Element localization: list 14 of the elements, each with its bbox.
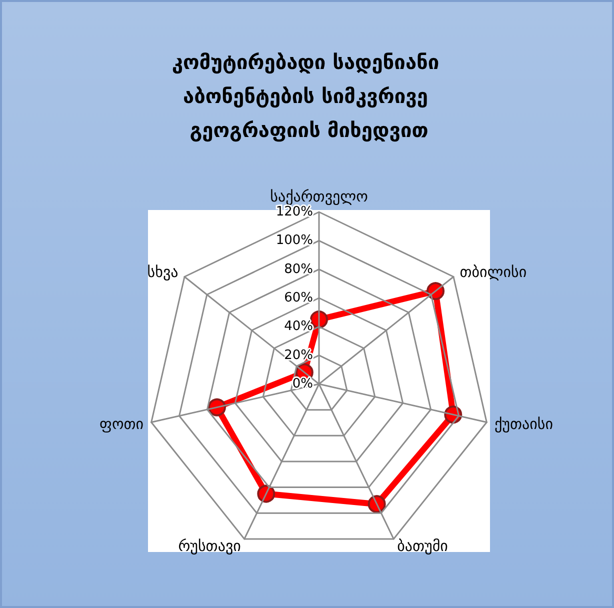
spoke-label: რუსთავი	[178, 537, 242, 556]
spoke-label: ქუთაისი	[494, 415, 554, 434]
y-tick-label: 100%	[276, 233, 313, 248]
spoke-label: თბილისი	[460, 262, 527, 281]
chart-title: კომუტირებადი სადენიანი აბონენტების სიმკვრივე გეოგრაფიის მიხედვით	[172, 50, 446, 142]
y-tick-label: 40%	[284, 319, 313, 334]
y-tick-label: 120%	[276, 204, 313, 220]
y-tick-label: 60%	[284, 290, 313, 306]
spoke-label: ფოთი	[100, 415, 144, 434]
y-tick-label: 0%	[292, 376, 313, 392]
y-tick-label: 80%	[284, 262, 313, 277]
spoke-label: ბათუმი	[397, 537, 448, 556]
spoke-label: სხვა	[147, 262, 178, 281]
spoke-label: საქართველო	[270, 188, 368, 206]
